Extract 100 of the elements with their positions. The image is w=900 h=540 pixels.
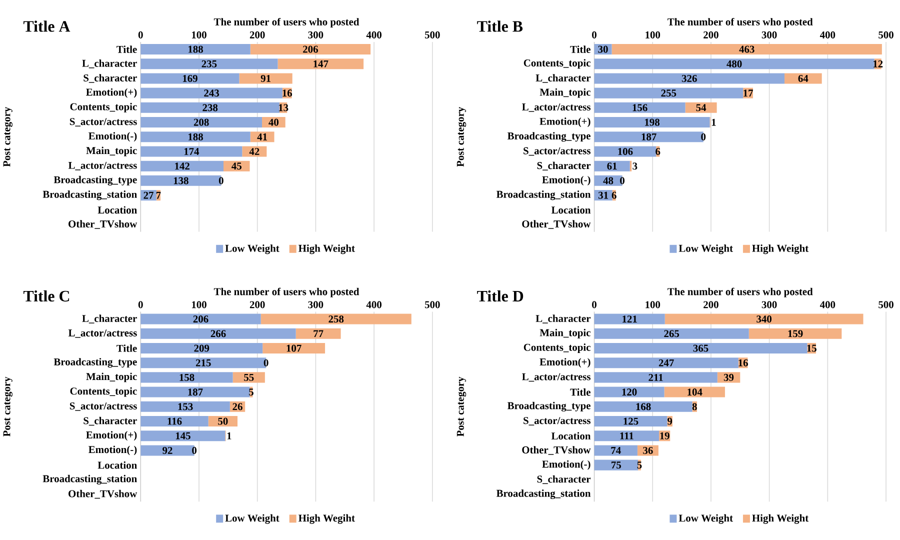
chart-title: Title A [23,20,70,32]
y-tick-label: Emotion(-) [542,176,590,186]
bar [594,430,660,442]
y-tick-label: L_actor/actress [522,104,590,112]
data-label: 5 [249,388,254,396]
data-label: 5 [637,462,642,469]
legend-label: Low Weight [678,514,733,524]
x-tick-label: 400 [366,32,382,39]
bar [594,102,686,114]
y-tick-label: L_character [536,74,591,84]
x-axis-title: The number of users who posted [214,18,360,28]
x-tick-label: 500 [878,32,894,39]
x-tick-label: 400 [820,301,836,308]
data-label: 145 [176,432,190,440]
data-label: 40 [268,118,279,126]
y-tick-label: Emotion(+) [540,118,590,128]
x-axis-title: The number of users who posted [668,288,813,298]
y-tick-label: L_actor/actress [68,162,137,170]
x-tick-label: 0 [592,32,596,39]
x-tick-label: 500 [424,301,440,308]
data-label: 235 [202,60,217,68]
data-label: 41 [257,134,267,141]
data-label: 153 [178,403,193,410]
data-label: 206 [303,46,318,54]
data-label: 0 [701,134,706,141]
bar [232,372,265,383]
data-label: 13 [278,104,288,112]
data-label: 42 [249,148,260,156]
bar [140,416,208,427]
bar [239,73,292,84]
data-label: 12 [873,60,883,68]
y-tick-label: Broadcasting_type [507,132,590,142]
data-label: 3 [632,162,638,170]
y-tick-label: L_character [82,314,137,324]
bar [262,343,326,354]
bar [685,102,717,114]
x-tick-label: 100 [192,301,206,308]
legend-label: Low Weight [678,244,733,254]
data-label: 159 [788,330,803,338]
data-label: 17 [744,90,753,97]
y-tick-label: Emotion(-) [542,460,590,470]
y-tick-label: S_actor/actress [70,402,137,412]
y-tick-label: Location [551,432,591,440]
chart-title: Title D [477,290,524,302]
data-label: 75 [612,462,621,469]
data-label: 27 [144,192,154,199]
bar [748,328,842,340]
bar [140,58,278,70]
data-label: 142 [175,162,190,170]
bar [140,343,263,354]
x-tick-label: 400 [366,301,382,308]
data-label: 36 [643,447,653,454]
data-label: 7 [156,192,161,199]
data-label: 50 [218,418,228,426]
bar [140,132,250,142]
bar [594,58,874,70]
data-label: 188 [188,46,203,54]
data-label: 243 [204,90,220,97]
y-axis-title: Post category [456,376,466,437]
data-label: 6 [656,148,660,156]
y-tick-label: Contents_topic [70,388,137,398]
data-label: 211 [648,374,663,382]
y-tick-label: L_character [82,60,137,68]
data-label: 15 [807,344,816,352]
data-label: 92 [162,447,172,454]
legend-label: Low Weight [225,514,280,524]
y-axis-title: Post category [456,107,466,167]
y-tick-label: Other_TVshow [522,220,591,230]
y-tick-label: Location [98,462,137,469]
data-label: 30 [598,46,608,54]
x-tick-label: 300 [308,32,324,39]
data-label: 39 [724,374,734,382]
y-tick-label: L_actor/actress [522,374,590,382]
bar [594,372,718,383]
y-tick-label: Contents_topic [524,344,590,354]
y-tick-label: Other_TVshow [522,446,591,456]
x-tick-label: 0 [138,32,143,39]
y-tick-label: S_actor/actress [524,148,590,156]
data-label: 1 [227,432,232,440]
data-label: 8 [692,403,697,410]
y-tick-label: Location [98,206,137,214]
data-label: 64 [798,75,808,82]
data-label: 74 [611,447,621,454]
y-tick-label: Contents_topic [524,59,590,69]
x-tick-label: 300 [308,301,324,308]
data-label: 6 [612,192,616,200]
bar [612,44,882,55]
legend-label: High Wegiht [298,514,355,524]
bar [140,445,194,456]
x-tick-label: 500 [424,32,440,39]
data-label: 238 [202,104,218,112]
data-label: 116 [168,418,182,425]
data-label: 121 [622,316,637,323]
legend-label: Low Weight [225,244,280,254]
data-label: 215 [196,360,211,367]
y-tick-label: Title [116,46,137,54]
y-tick-label: Emotion(-) [88,446,137,456]
bar [594,146,656,157]
x-tick-label: 200 [250,32,265,39]
chart-title: Title B [477,20,523,32]
